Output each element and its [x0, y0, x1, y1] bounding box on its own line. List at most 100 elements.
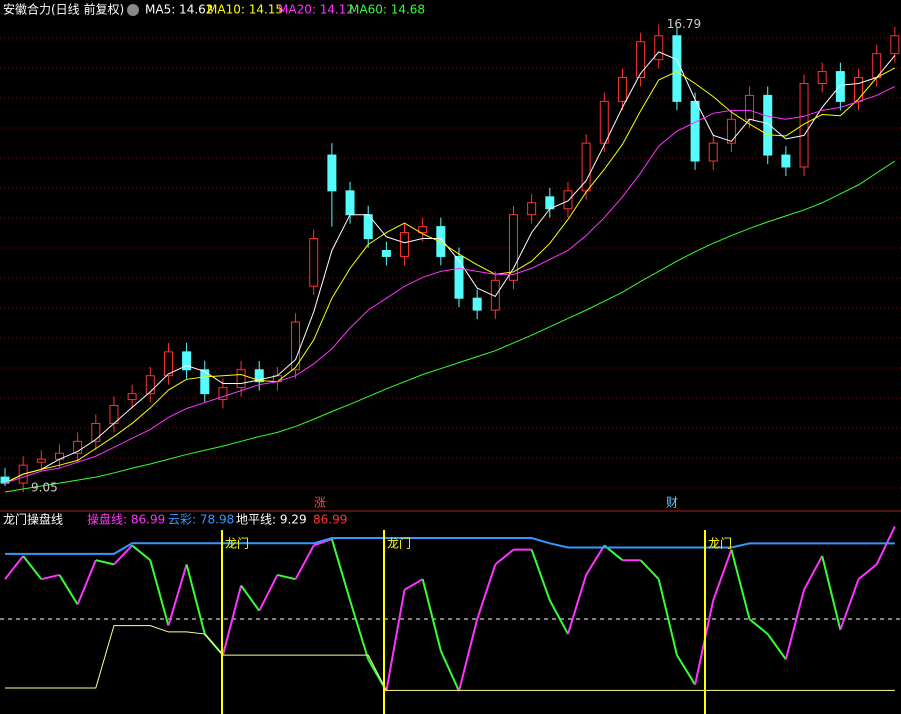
candle-body	[672, 35, 682, 102]
candle-body	[454, 255, 464, 299]
trade-line-segment	[803, 555, 824, 591]
trade-line-segment	[404, 578, 424, 591]
trade-line-segment	[149, 559, 170, 626]
low-label: 9.05	[31, 481, 58, 495]
trade-line-segment	[730, 549, 751, 620]
ma-line	[4, 86, 896, 484]
candle-body	[145, 375, 155, 395]
event-marker: 财	[666, 496, 678, 510]
candle-body	[726, 118, 736, 144]
candle-body	[163, 351, 173, 377]
indicator-panel: 龙门 龙门 龙门	[4, 526, 896, 714]
stock-title: 安徽合力(日线 前复权)	[3, 2, 124, 17]
trade-line-segment	[439, 650, 460, 692]
candle-body	[563, 190, 573, 210]
candle-body	[636, 41, 646, 79]
candle-body	[890, 35, 900, 55]
candle-body	[91, 422, 101, 442]
candle-body	[545, 196, 555, 210]
trade-line-segment	[385, 589, 406, 692]
trade-line-segment	[4, 555, 24, 580]
ma-legend: MA60: 14.68	[349, 3, 425, 17]
candle-body	[854, 77, 864, 102]
trade-line-segment	[585, 544, 606, 576]
indicator-legend: 操盘线: 86.99	[87, 512, 165, 527]
settings-icon[interactable]	[127, 4, 139, 16]
candle-body	[400, 232, 410, 257]
trade-line-segment	[494, 548, 515, 566]
candle-body	[218, 387, 228, 401]
candle-body	[599, 100, 609, 144]
ma-legend: MA5: 14.62	[145, 3, 213, 17]
trade-line-segment	[167, 564, 188, 626]
price-panel: 16.79 9.05	[0, 17, 900, 495]
indicator-line	[5, 537, 895, 555]
ma-legend: MA10: 14.15	[207, 3, 283, 17]
trade-line-segment	[548, 599, 569, 635]
indicator-legend: 地平线: 9.29	[236, 513, 307, 527]
signal-label: 龙门	[708, 536, 732, 551]
candle-body	[581, 142, 591, 192]
indicator-legend: 86.99	[313, 513, 347, 527]
candle-body	[327, 154, 337, 192]
candle-body	[508, 214, 518, 281]
candle-body	[200, 369, 210, 395]
candle-body	[127, 393, 137, 401]
trade-line-segment	[784, 589, 806, 660]
trade-line-segment	[839, 578, 860, 631]
trade-line-segment	[330, 538, 351, 601]
trade-line-segment	[313, 538, 333, 547]
candle-body	[817, 71, 827, 84]
candle-body	[763, 94, 773, 156]
trade-line-segment	[221, 585, 243, 656]
candle-body	[781, 154, 791, 168]
candle-body	[309, 238, 319, 287]
event-marker: 涨	[314, 495, 326, 510]
trade-line-segment	[657, 578, 678, 656]
candle-body	[799, 82, 809, 168]
trade-line-segment	[458, 619, 479, 692]
high-label: 16.79	[667, 17, 701, 31]
trade-line-segment	[76, 559, 97, 605]
trade-line-segment	[131, 544, 151, 561]
trade-line-segment	[58, 574, 79, 606]
trade-line-segment	[277, 573, 296, 581]
trade-line-segment	[476, 564, 497, 620]
trade-line-segment	[113, 544, 133, 566]
signal-label: 龙门	[225, 536, 249, 551]
trade-line-segment	[857, 563, 878, 580]
indicator-title: 龙门操盘线	[3, 512, 63, 527]
trade-line-segment	[676, 654, 696, 686]
trade-line-segment	[41, 573, 60, 581]
trade-line-segment	[240, 584, 261, 612]
candle-body	[490, 279, 500, 311]
candle-body	[472, 297, 482, 311]
trade-line-segment	[712, 549, 733, 601]
candle-body	[708, 142, 718, 162]
candle-body	[73, 440, 83, 454]
candle-body	[381, 249, 391, 257]
trade-line-segment	[185, 564, 206, 635]
candle-body	[745, 94, 755, 120]
candle-body	[436, 226, 446, 257]
trade-line-segment	[349, 599, 370, 660]
indicator-legend: 云彩: 78.98	[168, 513, 234, 527]
trade-line-segment	[766, 633, 787, 660]
candle-body	[36, 458, 46, 463]
trade-line-segment	[530, 549, 551, 601]
trade-line-segment	[258, 574, 279, 612]
candle-body	[418, 226, 428, 234]
candle-body	[345, 190, 355, 216]
ma-legend: MA20: 14.12	[278, 3, 354, 17]
candle-body	[182, 351, 192, 371]
candle-body	[654, 35, 664, 61]
signal-label: 龙门	[387, 536, 411, 551]
trade-line-segment	[821, 555, 842, 631]
indicator-line	[5, 625, 895, 691]
trade-line-segment	[567, 574, 588, 635]
trade-line-segment	[95, 559, 115, 566]
trade-line-segment	[22, 555, 43, 580]
candle-body	[254, 369, 264, 383]
